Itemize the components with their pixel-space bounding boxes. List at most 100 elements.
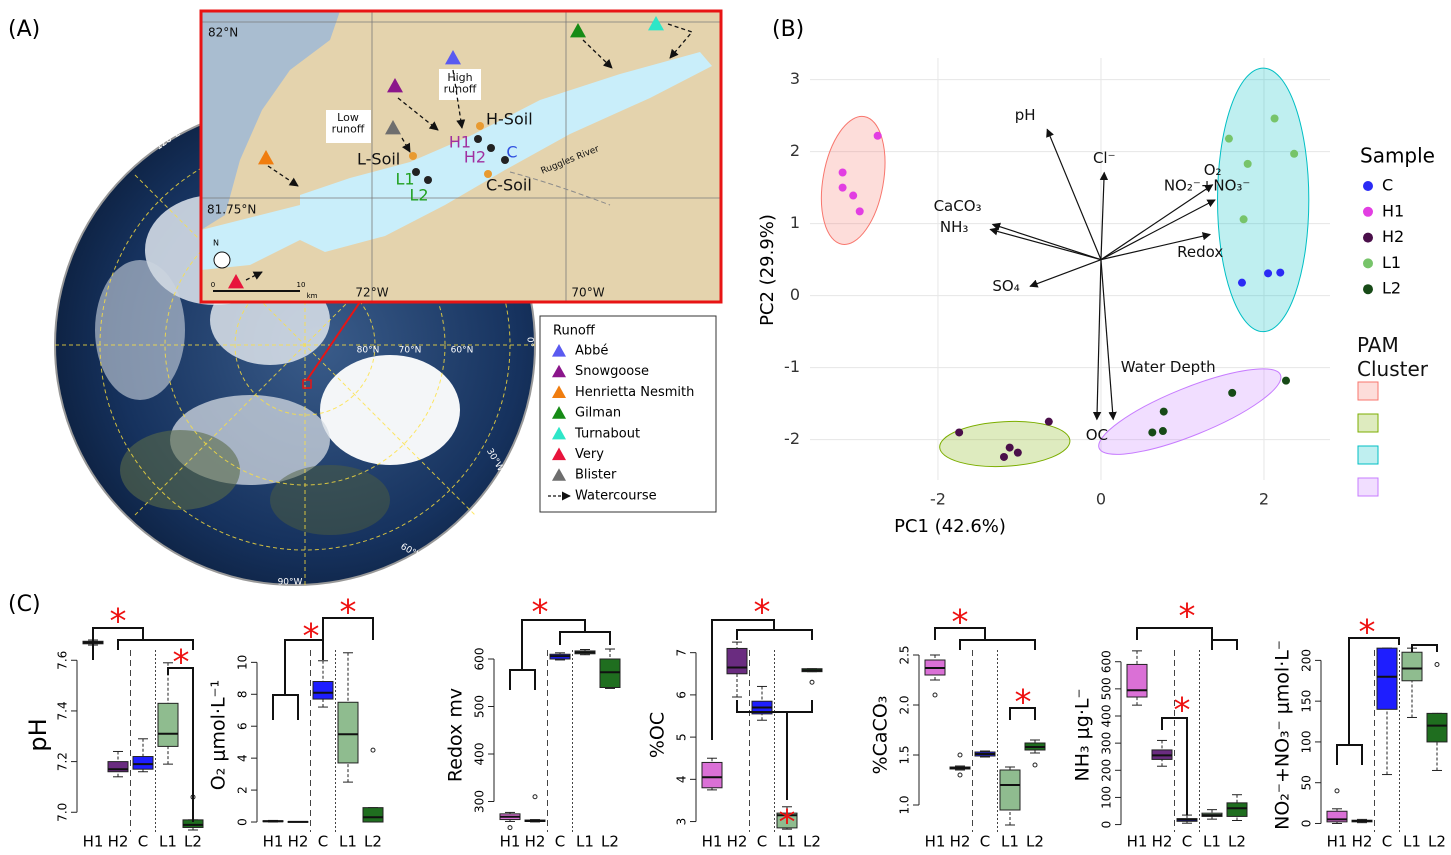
significance-star: * (532, 593, 549, 633)
y-tick-label: 300 (473, 790, 487, 813)
inset-label: 81.75°N (207, 203, 256, 217)
outlier (533, 795, 537, 799)
x-tick-label: L1 (159, 833, 177, 851)
legend-marker (1363, 258, 1373, 268)
loading-arrow (1030, 260, 1101, 287)
y-tick-label: 0 (1100, 821, 1114, 829)
significance-star: * (303, 617, 320, 657)
point (839, 184, 847, 192)
cluster-ellipse (812, 111, 894, 249)
x-tick-label: -2 (930, 490, 946, 509)
y-tick-label: -2 (784, 429, 800, 448)
y-tick-label: 500 (473, 695, 487, 718)
inset-label: 72°W (355, 286, 388, 300)
loading-label: Water Depth (1121, 358, 1216, 376)
y-axis-label: NO₂⁻+NO₃⁻ μmol·L⁻ (1272, 640, 1294, 830)
significance-bracket (560, 632, 610, 645)
point (874, 132, 882, 140)
significance-bracket (1137, 628, 1212, 640)
legend-label: Henrietta Nesmith (575, 385, 694, 400)
legend-title: Runoff (553, 324, 596, 339)
x-tick-label: L1 (1001, 833, 1019, 851)
y-tick-label: 0 (1300, 820, 1314, 828)
outlier (508, 826, 512, 830)
x-tick-label: L1 (1203, 833, 1221, 851)
y-tick-label: 50 (1300, 775, 1314, 790)
y-tick-label: 600 (473, 648, 487, 671)
y-tick-label: 100 (1300, 730, 1314, 753)
y-tick-label: 8 (236, 690, 250, 698)
inset-label: 82°N (208, 26, 238, 40)
outlier (371, 748, 375, 752)
site-label: H2 (464, 148, 486, 167)
loading-label: Redox (1177, 243, 1223, 261)
x-tick-label: L2 (1428, 833, 1446, 851)
box (158, 703, 178, 746)
legend-label: Snowgoose (575, 364, 649, 379)
globe-label: 90°W (278, 578, 303, 588)
y-tick-label: 3 (675, 818, 689, 826)
site-label: L2 (409, 186, 428, 205)
y-tick-label: 1.5 (898, 745, 912, 764)
x-tick-label: C (318, 833, 328, 851)
outlier (958, 753, 962, 757)
loading-arrow (1097, 260, 1101, 420)
site-label: C (506, 143, 517, 162)
point (1006, 444, 1014, 452)
x-tick-label: H1 (1327, 833, 1348, 851)
point (1148, 428, 1156, 436)
y-tick-label: 150 (1300, 690, 1314, 713)
outlier (1033, 763, 1037, 767)
globe-label: 80°N (357, 346, 380, 356)
point (1244, 160, 1252, 168)
x-tick-label: H2 (950, 833, 971, 851)
globe-label: 180° (36, 331, 46, 353)
significance-star: * (952, 603, 969, 643)
point (1240, 215, 1248, 223)
point (1000, 453, 1008, 461)
point (1014, 449, 1022, 457)
y-tick-label: 2.0 (898, 695, 912, 714)
legend-label: Turnabout (574, 426, 640, 441)
y-tick-label: 7.6 (56, 651, 70, 670)
inset-label: Highrunoff (444, 71, 477, 96)
loading-label: NO₂⁻+NO₃⁻ (1164, 176, 1250, 194)
y-tick-label: -1 (784, 357, 800, 376)
outlier (810, 680, 814, 684)
x-tick-label: L2 (364, 833, 382, 851)
loading-arrow (993, 224, 1101, 259)
point (856, 207, 864, 215)
y-tick-label: 6 (236, 722, 250, 730)
x-tick-label: L2 (601, 833, 619, 851)
x-tick-label: C (555, 833, 565, 851)
point (1238, 279, 1246, 287)
y-axis-label: %OC (647, 712, 669, 758)
x-tick-label: H1 (263, 833, 284, 851)
box (702, 762, 722, 787)
x-tick-label: H1 (925, 833, 946, 851)
x-tick-label: H1 (83, 833, 104, 851)
significance-bracket (712, 620, 774, 740)
x-tick-label: L2 (1228, 833, 1246, 851)
x-tick-label: C (757, 833, 767, 851)
loading-label: pH (1015, 106, 1036, 124)
point (955, 428, 963, 436)
legend-label: Abbé (575, 344, 608, 359)
box (1127, 664, 1147, 697)
box (133, 757, 153, 770)
outlier (958, 773, 962, 777)
y-tick-label: 2.5 (898, 645, 912, 664)
cluster-legend-key (1358, 478, 1378, 496)
cluster-legend-key (1358, 446, 1378, 464)
loading-label: NH₃ (940, 218, 969, 236)
x-tick-label: L1 (339, 833, 357, 851)
box (313, 682, 333, 700)
y-axis-label: NH₃ μg·L⁻ (1072, 689, 1094, 782)
point (1282, 377, 1290, 385)
x-tick-label: L1 (1403, 833, 1421, 851)
loading-label: Cl⁻ (1093, 149, 1116, 167)
point (1160, 408, 1168, 416)
loading-label: CaCO₃ (934, 197, 982, 215)
legend-title: Sample (1360, 144, 1435, 168)
x-tick-label: H2 (108, 833, 129, 851)
